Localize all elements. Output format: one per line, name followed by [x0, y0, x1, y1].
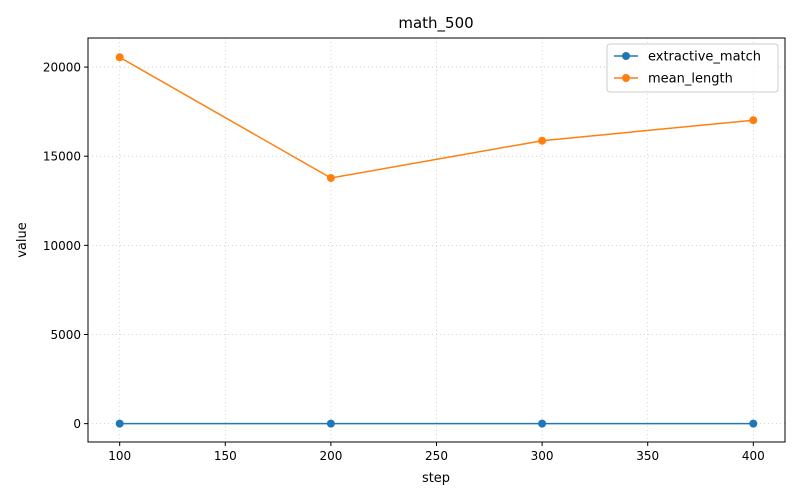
series-line-mean-length — [119, 56, 754, 179]
data-point-extractive-match — [326, 419, 335, 428]
x-tick-label: 150 — [214, 449, 237, 463]
x-tick-label: 400 — [742, 449, 765, 463]
data-point-mean-length — [538, 136, 547, 145]
legend-box — [606, 43, 779, 93]
x-tick-label: 300 — [531, 449, 554, 463]
x-axis-label: step — [422, 471, 450, 486]
chart-title: math_500 — [398, 14, 473, 33]
legend-marker-extractive-match — [622, 52, 630, 60]
y-tick-label: 0 — [73, 417, 81, 431]
legend-marker-mean-length — [622, 74, 630, 82]
x-tick-label: 250 — [425, 449, 448, 463]
y-tick-label: 5000 — [50, 328, 81, 342]
y-tick-label: 20000 — [43, 61, 81, 75]
x-tick-label: 100 — [108, 449, 131, 463]
data-point-mean-length — [749, 116, 758, 125]
data-point-extractive-match — [749, 419, 758, 428]
series — [115, 53, 758, 428]
legend-label-mean-length: mean_length — [648, 72, 733, 87]
axis-ticks: 100 150 200 250 300 350 400 0 5000 10000 15000 2000… — [43, 61, 765, 463]
legend: extractive_match mean_length — [606, 43, 779, 93]
data-point-mean-length — [326, 173, 335, 182]
x-tick-label: 350 — [636, 449, 659, 463]
y-axis-label: value — [15, 222, 30, 258]
data-point-extractive-match — [115, 419, 124, 428]
data-point-mean-length — [115, 53, 124, 62]
y-tick-label: 10000 — [43, 239, 81, 253]
data-point-extractive-match — [538, 419, 547, 428]
y-tick-label: 15000 — [43, 150, 81, 164]
legend-label-extractive-match: extractive_match — [648, 50, 761, 65]
x-tick-label: 200 — [319, 449, 342, 463]
